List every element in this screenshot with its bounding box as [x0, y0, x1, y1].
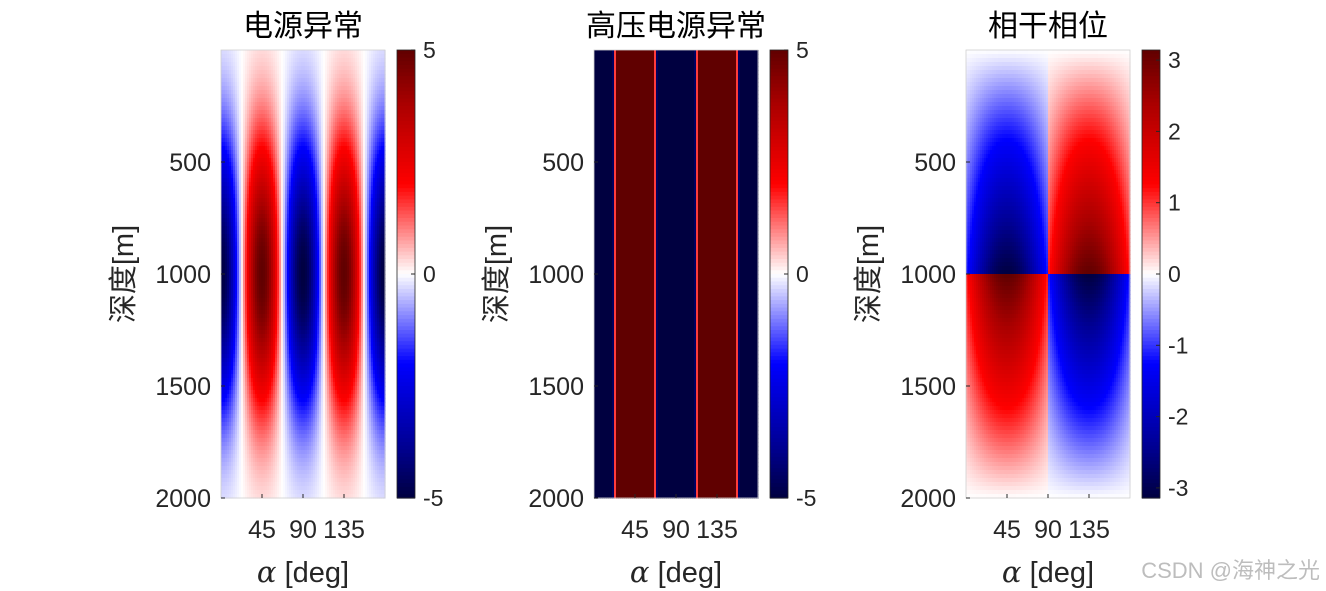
subplot-3: 相干相位 500 1000 1500 2000 45 90 135 α [deg] 深度[m] -3…: [852, 10, 1188, 589]
subplot-title: 相干相位: [988, 10, 1108, 43]
y-tick-label: 2000: [155, 485, 211, 513]
y-tick-label: 1000: [155, 261, 211, 289]
colorbar: -5 0 5: [397, 37, 443, 511]
colorbar-tick-label: 2: [1168, 118, 1181, 144]
x-tick-label: 135: [696, 516, 738, 544]
y-tick-label: 2000: [900, 485, 956, 513]
x-tick-label: 45: [248, 516, 276, 544]
x-tick-label: 90: [662, 516, 690, 544]
watermark: CSDN @海神之光: [1141, 553, 1320, 585]
x-tick-label: 135: [1068, 516, 1110, 544]
y-axis-label: 深度[m]: [480, 225, 513, 323]
subplot-1: 电源异常 500 1000 1500 2000 45 90 135 α [deg] 深度[m] -5…: [107, 10, 443, 589]
x-tick-label: 90: [289, 516, 317, 544]
colorbar-tick-label: 0: [796, 261, 809, 287]
y-tick-label: 500: [169, 149, 211, 177]
x-tick-label: 45: [993, 516, 1021, 544]
x-tick-label: 90: [1034, 516, 1062, 544]
x-tick-label: 135: [323, 516, 365, 544]
colorbar-tick-label: 0: [1168, 261, 1181, 287]
colorbar-tick-label: 3: [1168, 47, 1181, 73]
subplot-title: 高压电源异常: [586, 10, 766, 43]
y-axis-label: 深度[m]: [107, 225, 140, 323]
colorbar-tick-label: 5: [796, 37, 809, 63]
y-tick-label: 1500: [900, 373, 956, 401]
colorbar: -5 0 5: [770, 37, 816, 511]
subplot-2: 高压电源异常 500 1000 1500 2000 45 90 135 α [deg] 深度[m]…: [480, 10, 816, 589]
y-tick-label: 1000: [528, 261, 584, 289]
colorbar-tick-label: 1: [1168, 190, 1181, 216]
y-tick-label: 1000: [900, 261, 956, 289]
colorbar-tick-label: 5: [423, 37, 436, 63]
colorbar-tick-label: -1: [1168, 332, 1188, 358]
colorbar-tick-label: -5: [796, 485, 816, 511]
colorbar-tick-label: 0: [423, 261, 436, 287]
heatmap-cells: [221, 50, 386, 499]
y-tick-label: 500: [542, 149, 584, 177]
colorbar: -3 -2 -1 0 1 2 3: [1142, 47, 1188, 501]
x-axis-label: α [deg]: [257, 555, 349, 589]
colorbar-tick-label: -2: [1168, 404, 1188, 430]
colorbar-tick-label: -3: [1168, 475, 1188, 501]
colorbar-tick-label: -5: [423, 485, 443, 511]
y-tick-label: 500: [914, 149, 956, 177]
subplot-title: 电源异常: [243, 10, 363, 43]
heatmap-cells: [966, 50, 1131, 499]
x-axis-label: α [deg]: [1002, 555, 1094, 589]
x-tick-label: 45: [621, 516, 649, 544]
y-tick-label: 2000: [528, 485, 584, 513]
y-tick-label: 1500: [155, 373, 211, 401]
y-axis-label: 深度[m]: [852, 225, 885, 323]
heatmap-cells: [594, 50, 759, 499]
y-tick-label: 1500: [528, 373, 584, 401]
x-axis-label: α [deg]: [630, 555, 722, 589]
